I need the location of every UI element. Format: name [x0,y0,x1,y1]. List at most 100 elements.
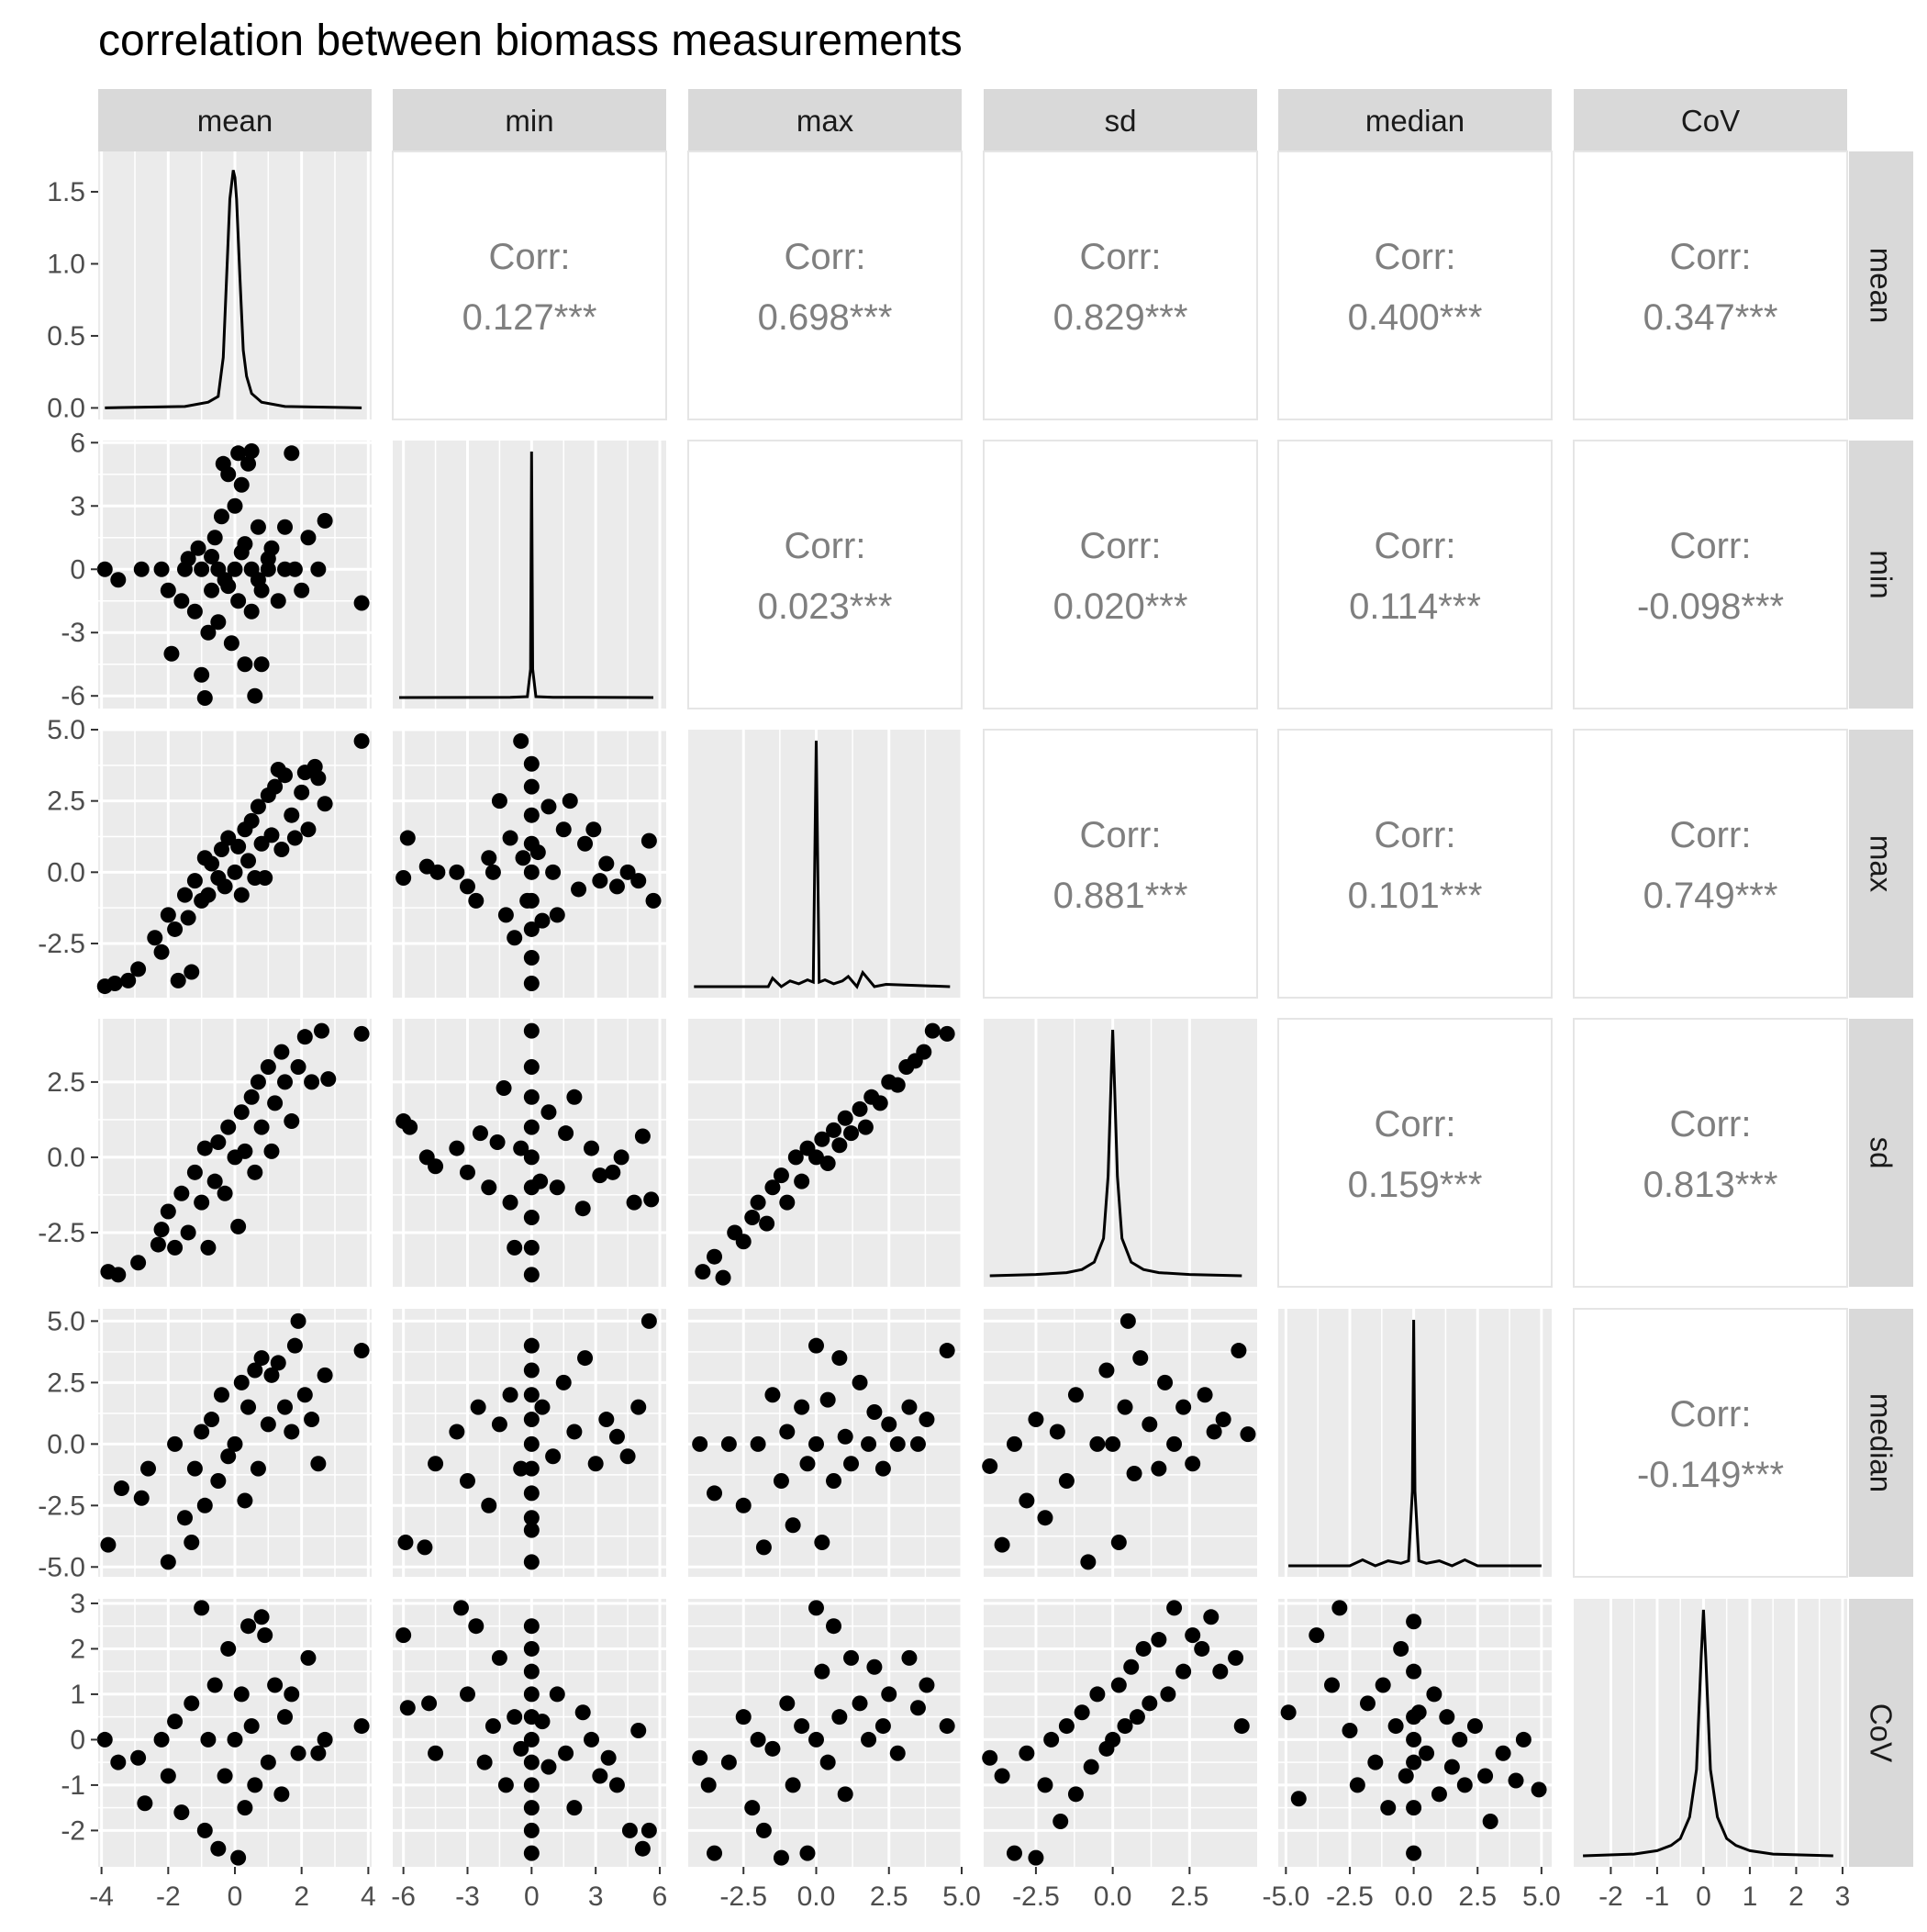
scatter-point [529,844,546,861]
scatter-point [831,1350,848,1367]
scatter-point [1028,1412,1044,1428]
scatter-point [1166,1435,1183,1452]
scatter-point [496,1079,512,1096]
scatter-point [549,1179,565,1196]
scatter-point [200,1731,217,1748]
scatter-point [263,1367,280,1383]
scatter-point [621,1822,638,1838]
scatter-point [96,1731,113,1748]
scatter-point [247,1164,263,1180]
scatter-point [317,512,333,529]
panel-sd-mean [98,1019,372,1287]
scatter-point [233,544,250,561]
scatter-point [874,1718,891,1735]
y-tick-label-median: 5.0 [47,1306,85,1336]
x-tick-label-median: 2.5 [1458,1882,1497,1912]
scatter-point [881,1416,897,1433]
scatter-point [1406,1663,1422,1680]
scatter-point [1074,1704,1090,1721]
y-tick-label-median: 2.5 [47,1368,85,1398]
scatter-point [260,561,276,577]
panel-sd-sd [984,1019,1257,1287]
scatter-point [300,821,317,838]
scatter-point [692,1435,708,1452]
scatter-point [1151,1632,1167,1648]
panel-mean-median: Corr: 0.400*** [1277,151,1553,420]
corr-label: Corr: [1670,237,1752,277]
corr-value: -0.149*** [1637,1455,1784,1495]
scatter-point [153,561,170,577]
scatter-point [186,873,203,889]
scatter-point [233,476,250,493]
scatter-point [310,770,327,787]
scatter-point [1089,1435,1106,1452]
corr-label: Corr: [1080,815,1162,855]
scatter-point [220,466,237,483]
scatter-point [290,1312,306,1329]
scatter-point [186,603,203,620]
strip-top-label-sd: sd [1105,104,1137,138]
panel-max-mean [96,728,372,998]
scatter-point [1166,1600,1183,1616]
scatter-point [1482,1814,1498,1830]
scatter-point [808,1149,824,1166]
scatter-point [1456,1777,1473,1793]
scatter-point [608,878,625,895]
scatter-point [176,1510,193,1526]
scatter-point [110,1267,127,1283]
scatter-point [1157,1374,1174,1390]
scatter-point [133,561,150,577]
scatter-point [1231,1343,1247,1359]
scatter-point [233,1104,250,1121]
x-tick-label-median: -2.5 [1326,1882,1374,1912]
corr-label: Corr: [1670,526,1752,566]
scatter-point [320,1071,337,1088]
scatter-point [715,1269,731,1286]
scatter-point [163,645,180,662]
scatter-point [220,1119,237,1135]
scatter-point [230,1849,247,1866]
scatter-point [630,1723,647,1739]
scatter-point [173,1185,190,1201]
scatter-point [819,1155,836,1171]
panel-mean-max: Corr: 0.698*** [687,151,963,420]
scatter-point [837,1786,853,1803]
x-tick-label-sd: 2.5 [1170,1882,1209,1912]
scatter-point [1098,1362,1115,1379]
scatter-point [206,1173,223,1189]
scatter-point [402,1119,418,1135]
scatter-point [230,1218,247,1234]
scatter-point [773,1849,789,1866]
scatter-point [924,1022,941,1039]
scatter-point [523,950,540,966]
scatter-point [1028,1849,1044,1866]
scatter-point [872,1095,888,1111]
scatter-point [1132,1350,1149,1367]
scatter-point [1110,1534,1127,1550]
scatter-point [459,1164,475,1180]
scatter-point [1185,1627,1201,1644]
scatter-point [1406,1845,1422,1861]
scatter-point [240,853,257,869]
scatter-point [296,1029,313,1045]
scatter-point [584,1731,600,1748]
scatter-point [919,1677,935,1693]
scatter-point [592,1768,608,1784]
panel-bg [1574,1599,1847,1867]
scatter-point [1129,1709,1145,1725]
scatter-point [395,1627,412,1644]
scatter-point [459,1473,475,1490]
scatter-point [263,827,280,843]
scatter-point [608,1428,625,1445]
y-tick-label-max: 0.0 [47,857,85,888]
scatter-point [160,907,176,923]
scatter-point [1393,1640,1409,1657]
scatter-point [310,1456,327,1472]
strip-top-label-min: min [505,104,553,138]
scatter-point [260,1416,276,1433]
scatter-point [160,1203,176,1220]
panel-CoV-mean [96,1599,372,1867]
corr-panel-bg [1277,440,1553,709]
strip-top-label-max: max [796,104,854,138]
y-tick-label-mean: 0.5 [47,321,85,352]
